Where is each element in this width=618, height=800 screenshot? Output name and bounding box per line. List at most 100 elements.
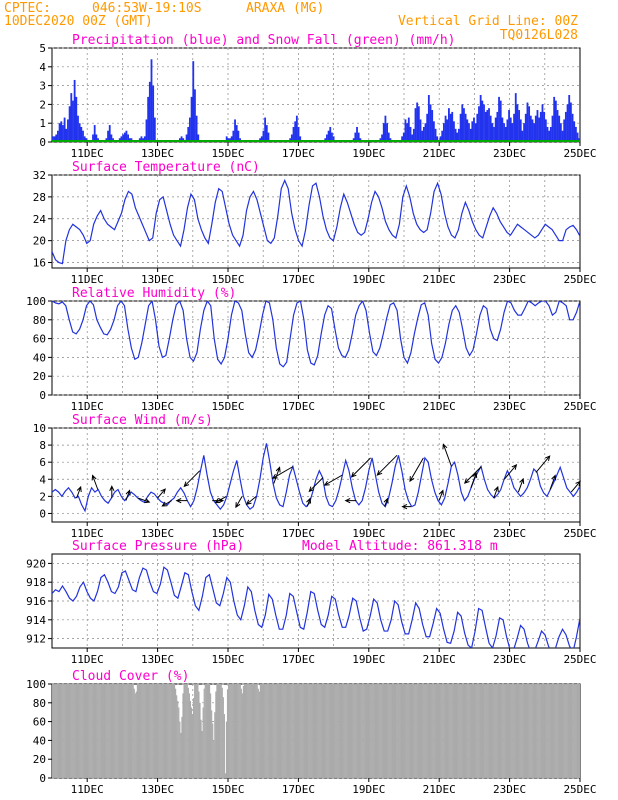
precip-ytick-label: 5 — [39, 42, 46, 55]
temp-ytick-label: 28 — [33, 191, 46, 204]
precip-bar — [52, 136, 54, 142]
precip-bar — [479, 95, 482, 142]
cloud-bar — [212, 723, 214, 778]
precip-bar — [453, 121, 455, 142]
precip-bar — [384, 115, 387, 142]
wind-arrow — [306, 497, 312, 507]
cloud-bar — [188, 693, 190, 778]
cloud-bar — [578, 684, 580, 778]
precip-bar — [187, 126, 190, 142]
cloud-bar — [466, 684, 468, 778]
cloud-bar — [205, 684, 207, 778]
cloud-bar — [228, 684, 230, 778]
cloud-bar — [331, 684, 334, 778]
cloud-bar — [467, 684, 469, 778]
wind-arrow — [125, 489, 131, 501]
pres-xtick-label: 17DEC — [282, 653, 315, 666]
precip-bar — [326, 134, 328, 142]
cloud-bar — [404, 684, 406, 778]
cloud-bar — [428, 684, 430, 778]
cloud-bar — [486, 684, 488, 778]
cloud-bar — [501, 684, 503, 778]
cloud-bar — [198, 691, 200, 778]
precip-bar — [454, 128, 457, 142]
precip-bar — [381, 134, 383, 142]
cloud-bar — [276, 684, 278, 778]
precip-bar — [431, 110, 434, 142]
cloud-bar — [76, 684, 78, 778]
pres-xtick-label: 23DEC — [493, 653, 526, 666]
cloud-bar — [472, 684, 475, 778]
cloud-bar — [350, 684, 353, 778]
cloud-xtick-label: 17DEC — [282, 783, 315, 796]
cloud-bar — [570, 684, 572, 778]
cloud-bar — [477, 684, 479, 778]
cloud-bar — [226, 689, 229, 778]
cloud-bar — [303, 684, 305, 778]
cloud-bar — [369, 684, 371, 778]
cloud-bar — [342, 684, 344, 778]
precip-bar — [488, 108, 490, 142]
precip-bar — [456, 132, 459, 142]
cloud-bar — [556, 684, 558, 778]
cloud-bar — [278, 684, 281, 778]
cloud-bar — [275, 684, 277, 778]
precip-bar — [514, 93, 517, 142]
cloud-bar — [216, 684, 218, 778]
cloud-bar — [355, 684, 357, 778]
cloud-bar — [224, 773, 227, 778]
cloud-bar — [300, 684, 302, 778]
precip-bar — [459, 113, 462, 142]
cloud-bar — [420, 684, 423, 778]
cloud-bar — [107, 684, 109, 778]
cloud-bar — [268, 684, 270, 778]
wind-arrow — [183, 470, 201, 488]
precip-bar — [65, 128, 68, 142]
cloud-bar — [148, 684, 150, 778]
cloud-bar — [144, 684, 146, 778]
cloud-bar — [147, 684, 149, 778]
temp-ytick-label: 20 — [33, 235, 46, 248]
cloud-bar — [164, 684, 166, 778]
cloud-bar — [117, 684, 119, 778]
cloud-bar — [114, 684, 116, 778]
precip-bar — [414, 108, 417, 142]
precip-bar — [107, 130, 109, 142]
precip-bar — [267, 132, 270, 142]
wind-arrow — [138, 497, 151, 504]
wind-ytick-label: 2 — [39, 490, 46, 503]
cloud-bar — [236, 684, 238, 778]
cloud-bar — [554, 684, 556, 778]
wind-line — [52, 443, 580, 513]
cloud-bar — [340, 684, 342, 778]
precip-bar — [297, 126, 300, 142]
precip-bar — [422, 126, 425, 142]
cloud-bar — [116, 684, 118, 778]
cloud-bar — [448, 684, 450, 778]
cloud-bar — [160, 684, 162, 778]
precip-xtick-label: 25DEC — [563, 147, 596, 160]
precip-bar — [461, 104, 464, 142]
cloud-bar — [502, 684, 504, 778]
cloud-bar — [132, 684, 134, 778]
precip-bar — [386, 123, 388, 142]
cloud-bar — [365, 684, 368, 778]
cloud-bar — [181, 716, 183, 778]
cloud-bar — [414, 684, 416, 778]
cloud-bar — [541, 684, 544, 778]
cloud-bar — [539, 684, 541, 778]
cloud-ytick-label: 20 — [33, 753, 46, 766]
wind-arrow — [344, 498, 357, 504]
cloud-bar — [287, 684, 289, 778]
precip-xtick-label: 23DEC — [493, 147, 526, 160]
cloud-bar — [432, 684, 434, 778]
cloud-bar — [311, 684, 313, 778]
wind-arrow — [383, 497, 389, 507]
precip-bar — [68, 106, 71, 142]
cloud-bar — [362, 684, 364, 778]
cloud-bar — [112, 684, 114, 778]
precip-bar — [262, 130, 265, 142]
cloud-bar — [65, 684, 67, 778]
precip-bar — [484, 111, 487, 142]
cloud-bar — [548, 684, 550, 778]
